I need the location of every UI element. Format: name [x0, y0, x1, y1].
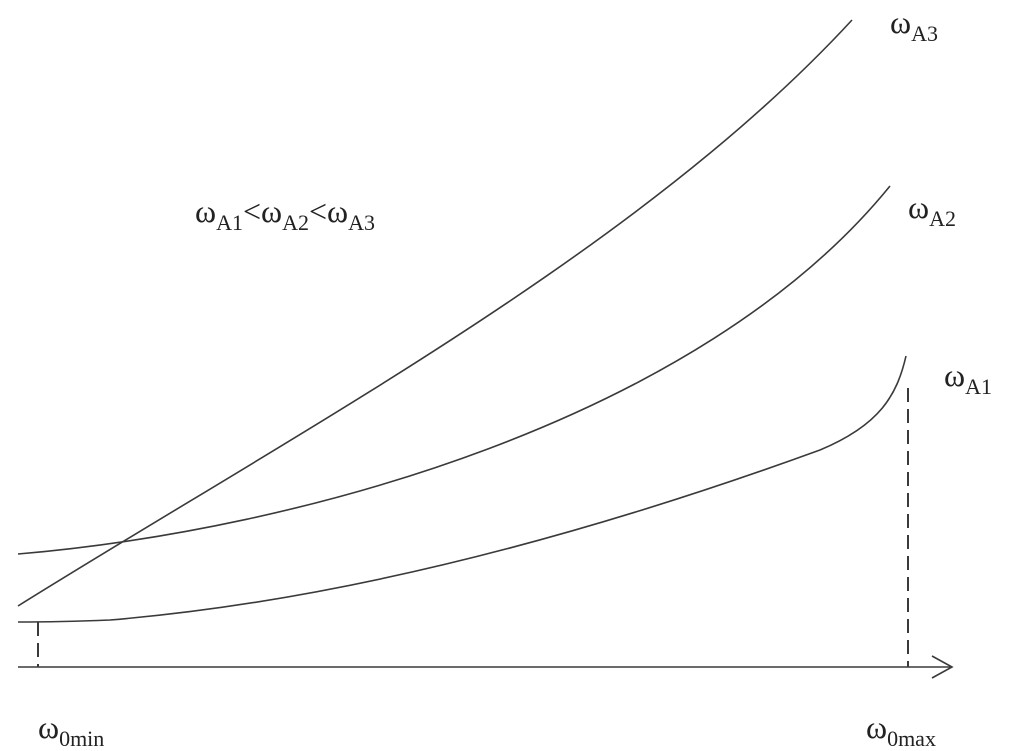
curve-a3-label: ωA3	[890, 4, 938, 46]
curve-a2-label: ωA2	[908, 189, 956, 231]
curve-a1	[17, 355, 907, 623]
curve-a1-label: ωA1	[944, 357, 992, 399]
curve-a2	[17, 185, 891, 555]
inequality-annotation: ωA1<ωA2<ωA3	[195, 193, 375, 235]
x-axis-min-label: ω0min	[38, 709, 104, 751]
x-axis-arrowhead	[931, 655, 954, 679]
x-axis-max-label: ω0max	[866, 709, 936, 751]
curve-a3	[17, 19, 853, 607]
